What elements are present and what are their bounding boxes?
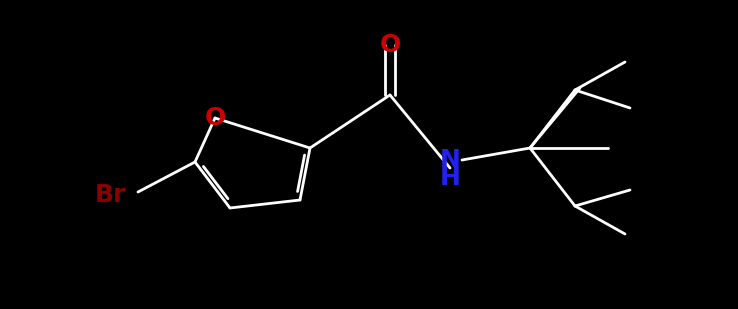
Text: Br: Br	[94, 183, 125, 207]
Text: H: H	[440, 166, 461, 190]
Text: O: O	[379, 33, 401, 57]
Text: O: O	[204, 106, 226, 130]
Text: N: N	[440, 148, 461, 172]
